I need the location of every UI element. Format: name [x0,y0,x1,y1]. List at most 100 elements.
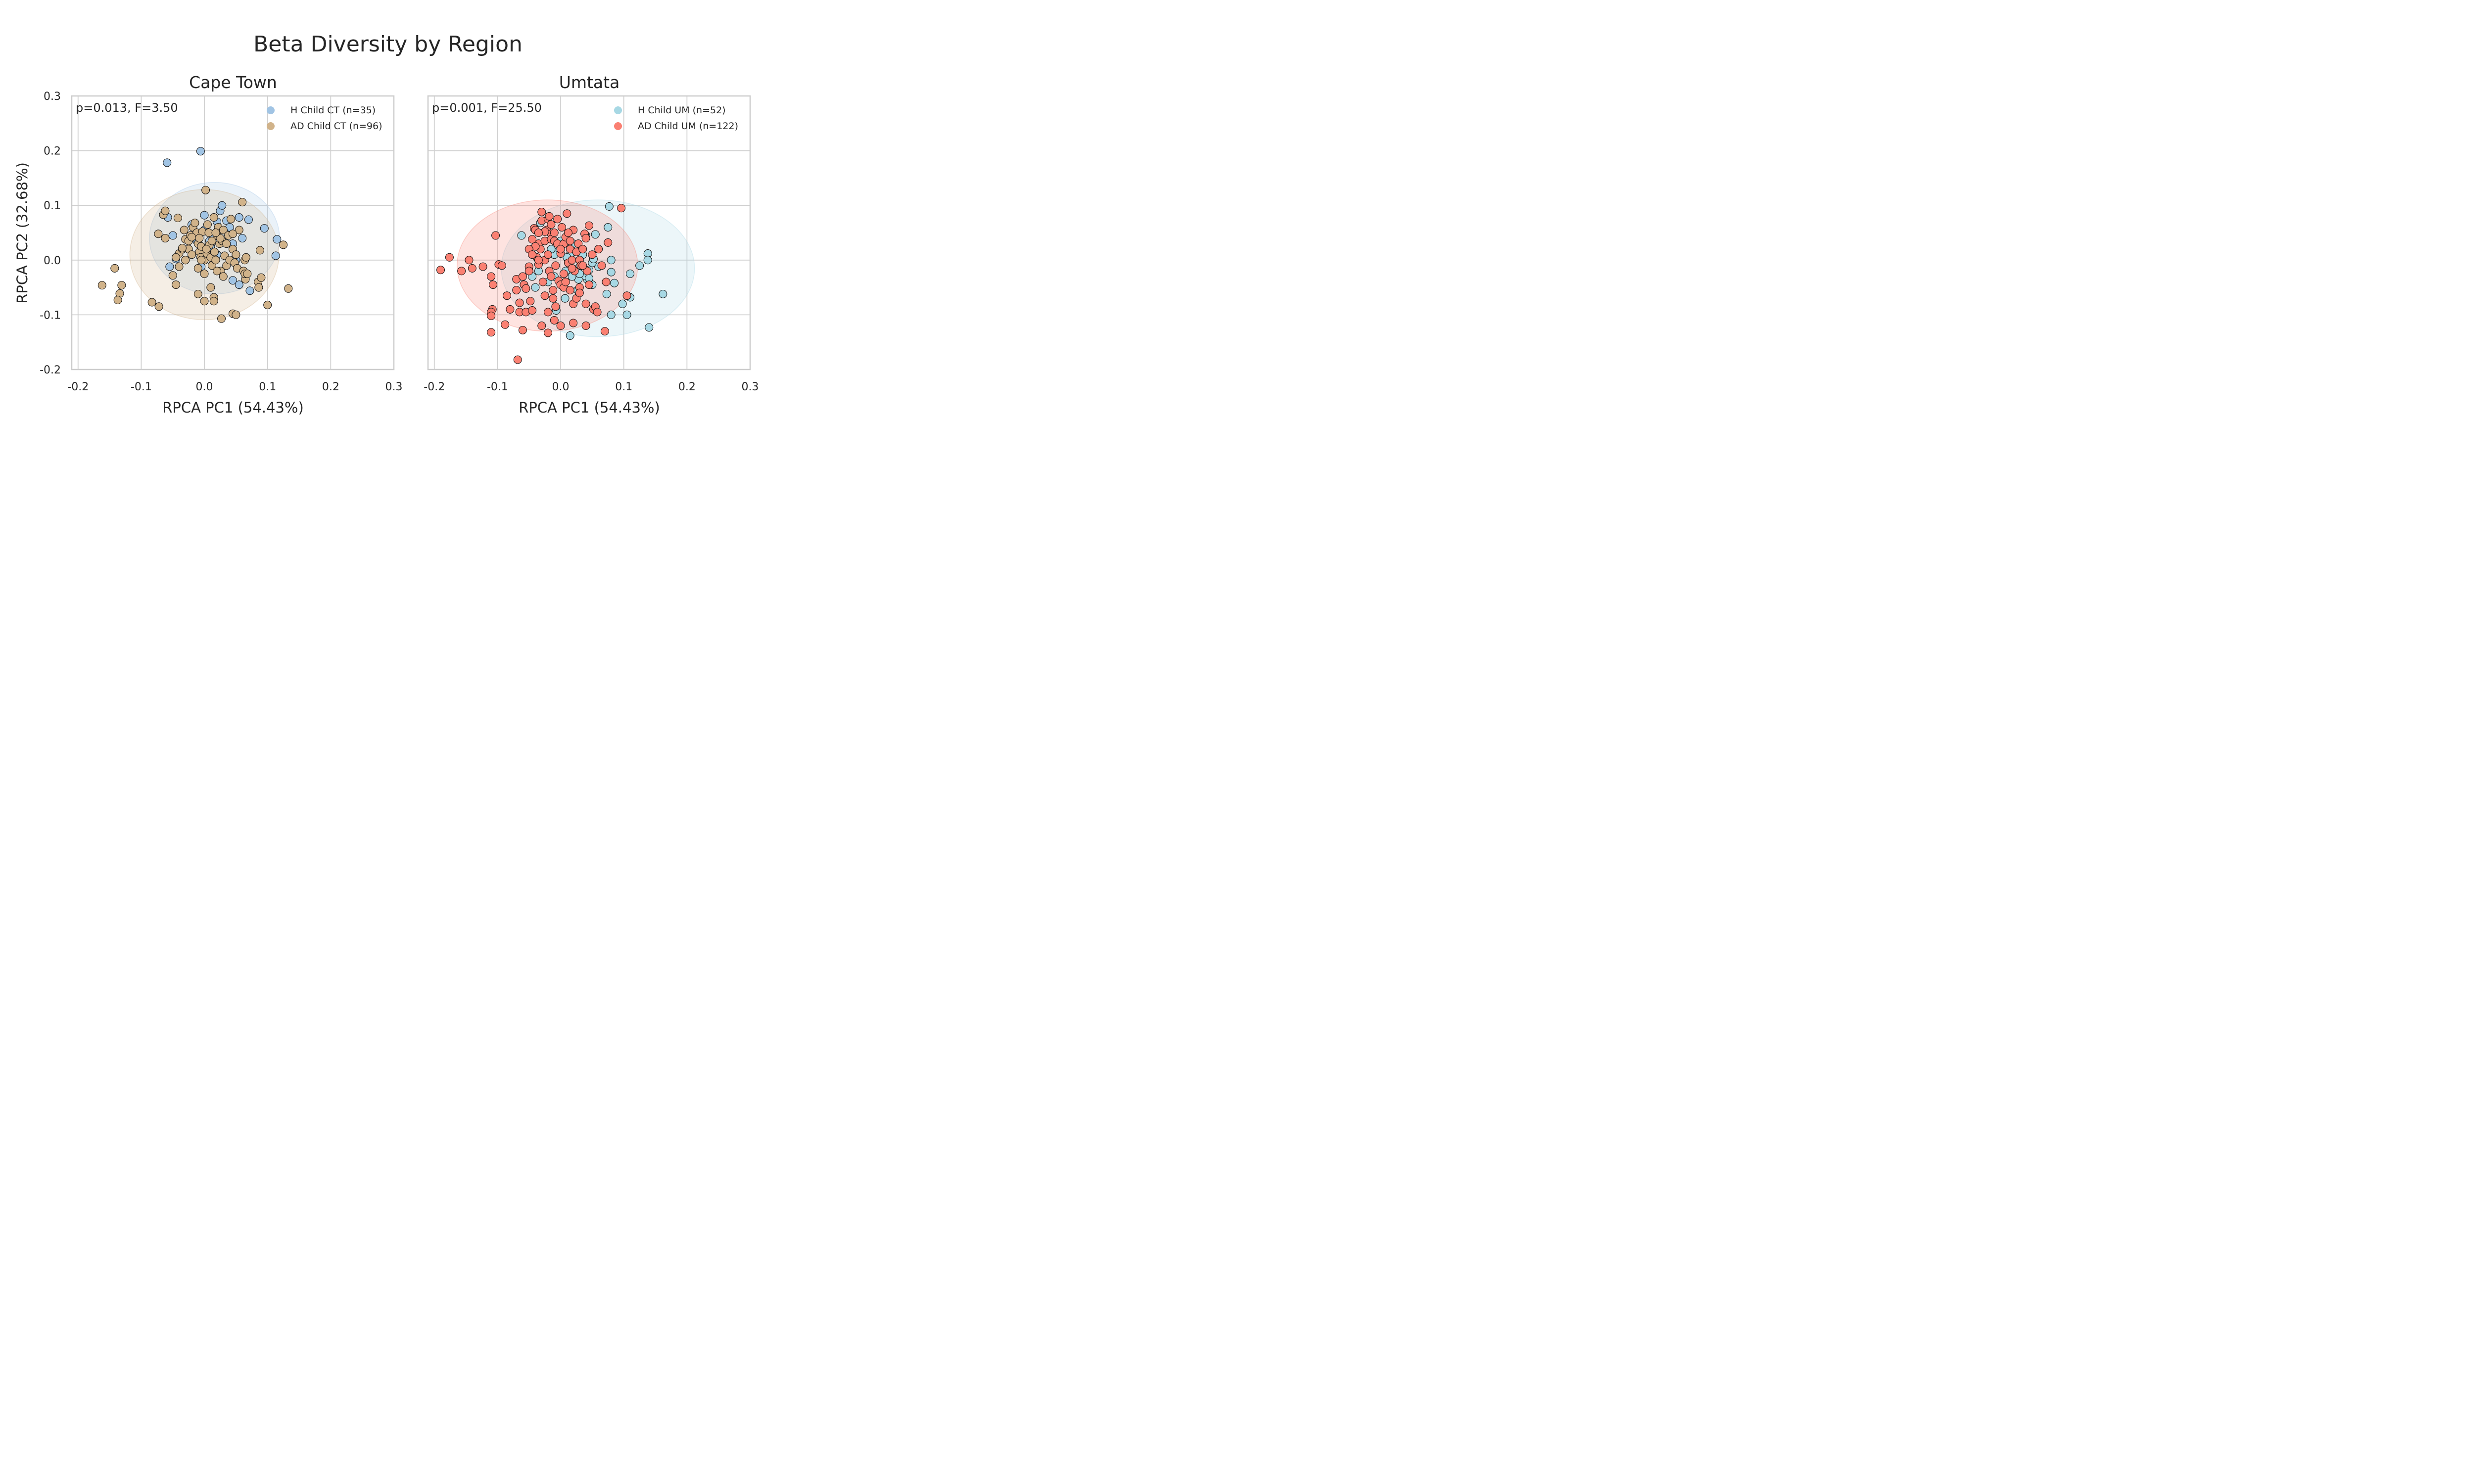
data-point [436,266,445,275]
data-point [564,229,572,237]
data-point [518,325,527,334]
data-point [196,147,205,156]
data-point [161,206,170,215]
data-point [487,272,496,281]
data-point [217,314,226,323]
data-point [625,269,634,278]
x-axis-label: RPCA PC1 (54.43%) [162,399,304,416]
data-point [501,320,510,329]
data-point [593,308,602,317]
data-point [243,269,252,278]
x-tick-labels: -0.2 -0.1 0.0 0.1 0.2 0.3 [424,381,759,393]
data-point [260,224,269,233]
y-tick-label: -0.2 [40,364,61,376]
data-point [597,261,606,270]
panel-title: Umtata [559,73,620,92]
data-point [563,209,571,218]
data-point [600,327,609,336]
data-point [518,272,527,281]
data-point [110,264,119,273]
data-point [581,234,590,243]
x-tick-label: 0.3 [742,381,759,393]
data-point [503,291,512,300]
plot-frame [71,95,395,371]
data-point [211,229,220,237]
data-point [168,271,177,280]
data-point [203,220,212,229]
data-point [219,226,228,234]
x-tick-label: -0.2 [67,381,89,393]
data-point [604,223,613,232]
data-point [602,278,611,286]
data-point [643,256,652,265]
data-point [561,278,570,286]
data-point [245,286,254,295]
data-point [257,273,266,282]
x-tick-label: 0.1 [259,381,276,393]
legend-label-h-child: H Child CT (n=35) [290,105,376,116]
data-point [491,231,500,240]
data-point [147,298,156,307]
data-point [547,220,556,229]
data-point [551,302,560,311]
legend-label-h-child: H Child UM (n=52) [638,105,726,116]
data-point [241,253,250,262]
data-point [173,214,182,223]
data-point [544,328,553,337]
data-point [279,240,288,249]
data-point [622,291,631,300]
data-point [581,322,590,330]
data-point [607,310,616,319]
data-point [207,236,216,245]
data-point [659,289,667,298]
data-point [154,230,163,238]
data-point [235,280,243,289]
data-point [537,322,546,330]
data-point [588,250,597,259]
data-point [569,319,578,327]
data-point [478,262,487,271]
stat-annotation: p=0.013, F=3.50 [76,101,178,115]
data-point [487,328,496,337]
legend-marker-ad-child [614,122,622,130]
data-point [200,211,209,220]
data-point [524,267,533,276]
data-point [618,299,627,308]
data-point [534,256,543,265]
data-point [547,272,556,281]
data-point [445,253,454,262]
data-point [549,286,558,295]
data-point [172,253,181,262]
data-point [468,264,476,273]
data-point [200,297,209,306]
data-point [216,234,225,243]
panel-cape-town: Cape Town -0.2 -0.1 0.0 0.1 0.2 0.3 -0.2 -0.1 0… [14,73,403,416]
y-tick-label: 0.2 [44,145,61,158]
data-point [605,202,614,211]
data-point [512,286,521,295]
data-point [113,296,122,305]
data-point [550,316,559,325]
data-point [172,280,181,289]
panel-umtata: Umtata -0.2 -0.1 0.0 0.1 0.2 0.3 RPCA PC1 (54… [424,73,759,416]
data-point [165,262,174,271]
y-tick-label: 0.0 [44,255,61,267]
data-point [168,231,177,240]
data-point [635,261,644,270]
data-point [197,256,206,265]
data-point [163,158,172,167]
data-point [538,278,547,286]
legend: H Child CT (n=35) AD Child CT (n=96) [267,105,382,132]
data-point [97,281,106,290]
data-point [465,256,474,265]
data-point [180,226,189,234]
data-point [549,294,558,303]
x-tick-labels: -0.2 -0.1 0.0 0.1 0.2 0.3 [67,381,402,393]
data-point [229,276,237,285]
data-point [526,297,535,306]
x-tick-label: 0.2 [322,381,339,393]
data-point [188,250,196,259]
data-point [550,229,559,237]
data-point [544,250,553,259]
legend-label-ad-child: AD Child CT (n=96) [290,121,382,132]
